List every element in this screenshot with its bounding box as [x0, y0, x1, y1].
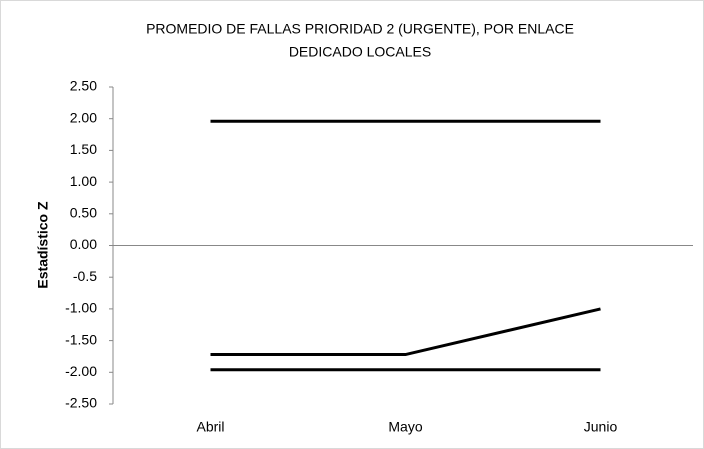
x-tick-label: Junio [584, 419, 618, 435]
y-tick-label: -1.50 [65, 331, 97, 347]
y-tick-label: 0.50 [70, 205, 97, 221]
y-tick-label: 2.00 [70, 109, 97, 125]
y-tick-label: -0.5 [73, 268, 97, 284]
y-tick-label: 2.50 [70, 78, 97, 94]
y-tick-label: 1.50 [70, 141, 97, 157]
y-tick-label: 1.00 [70, 173, 97, 189]
chart-title: DEDICADO LOCALES [289, 44, 431, 60]
series-line [210, 307, 601, 357]
y-axis-label: Estadístico Z [35, 201, 51, 289]
x-tick-label: Mayo [388, 419, 422, 435]
y-tick-label: -1.00 [65, 300, 97, 316]
y-tick-label: -2.50 [65, 395, 97, 411]
x-tick-label: Abril [196, 419, 224, 435]
chart-title: PROMEDIO DE FALLAS PRIORIDAD 2 (URGENTE)… [146, 21, 574, 37]
y-tick-label: 0.00 [70, 236, 97, 252]
y-tick-label: -2.00 [65, 363, 97, 379]
